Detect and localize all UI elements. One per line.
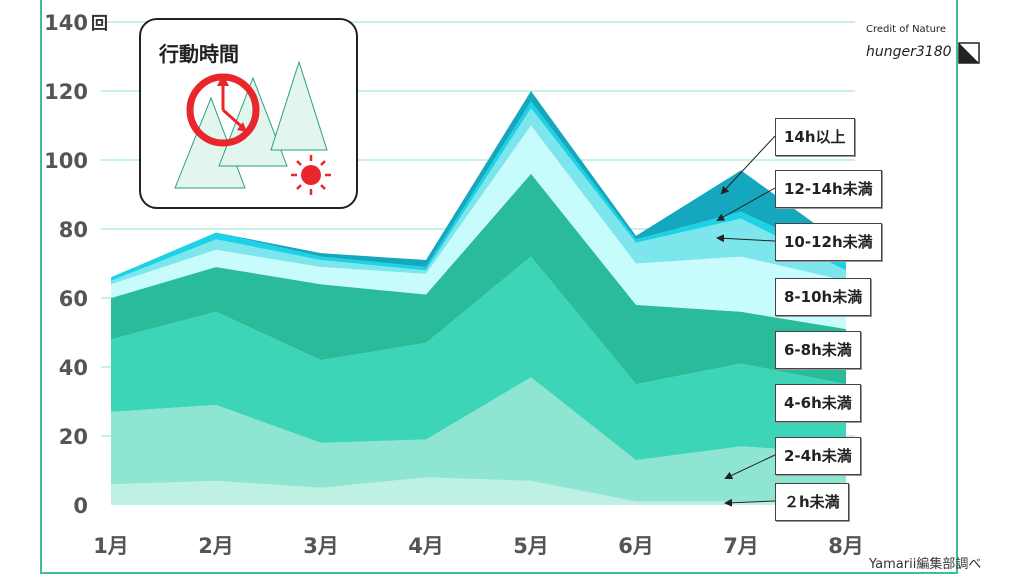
x-tick-label: 3月 — [303, 534, 339, 558]
legend-entry: 10-12h未満 — [775, 223, 882, 261]
chart-frame — [40, 0, 958, 574]
area-series-0 — [111, 477, 846, 505]
area-series-2 — [111, 256, 846, 461]
credit-logo-icon — [958, 42, 980, 64]
legend-entry: 2-4h未満 — [775, 437, 861, 475]
y-unit-label: 回 — [91, 14, 108, 34]
area-series-5 — [111, 108, 846, 285]
credit-name: hunger3180 — [866, 44, 952, 60]
y-tick-label: 140 — [44, 11, 88, 35]
legend-entry: 4-6h未満 — [775, 384, 861, 422]
area-series-4 — [111, 125, 846, 330]
area-series-1 — [111, 377, 846, 502]
clock-icon — [186, 73, 260, 147]
legend-entry: 6-8h未満 — [775, 331, 861, 369]
legend-entry: 12-14h未満 — [775, 170, 882, 208]
legend-leader-arrow — [724, 498, 776, 507]
mountain-icon — [270, 60, 328, 151]
area-series-3 — [111, 173, 846, 385]
y-tick-label: 0 — [73, 494, 88, 518]
x-tick-label: 4月 — [408, 534, 444, 558]
area-series-7 — [111, 91, 846, 278]
source-note: Yamarii編集部調べ — [869, 557, 982, 572]
x-tick-label: 7月 — [723, 534, 759, 558]
x-tick-label: 6月 — [618, 534, 654, 558]
x-tick-label: 8月 — [828, 534, 864, 558]
x-tick-label: 1月 — [93, 534, 129, 558]
y-tick-label: 20 — [59, 425, 88, 449]
y-tick-label: 80 — [59, 218, 88, 242]
sun-icon — [291, 155, 331, 195]
legend-leader-arrow — [716, 234, 776, 243]
title-panel: 行動時間 — [139, 18, 358, 209]
legend-entry: 8-10h未満 — [775, 278, 872, 316]
y-tick-label: 60 — [59, 287, 88, 311]
x-tick-label: 5月 — [513, 534, 549, 558]
legend-leader-arrow — [716, 187, 776, 221]
chart-title: 行動時間 — [159, 42, 239, 66]
area-series-6 — [111, 101, 846, 281]
legend-leader-arrow — [724, 454, 776, 480]
legend-leader-arrow — [720, 135, 776, 195]
x-tick-label: 2月 — [198, 534, 234, 558]
credit-label: Credit of Nature — [866, 24, 946, 35]
y-tick-label: 100 — [44, 149, 88, 173]
legend-entry: ２h未満 — [775, 483, 849, 521]
mountain-clock-sun-illustration — [174, 60, 331, 195]
y-tick-label: 40 — [59, 356, 88, 380]
legend-entry: 14h以上 — [775, 118, 855, 156]
y-tick-label: 120 — [44, 80, 88, 104]
